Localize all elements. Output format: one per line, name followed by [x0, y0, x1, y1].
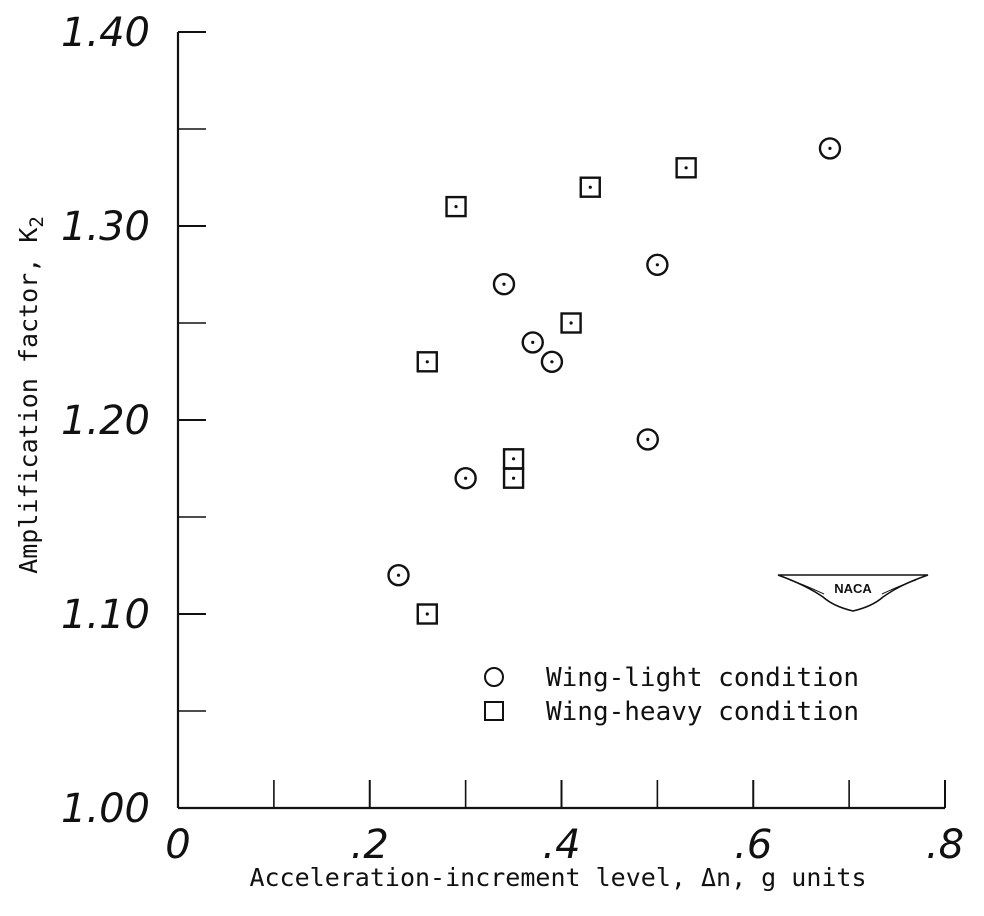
circle-marker: [492, 273, 516, 296]
x-tick-label-3: .6: [734, 822, 772, 868]
legend-square-marker: [484, 701, 504, 721]
data-points: [387, 137, 842, 625]
x-axis-title: Acceleration-increment level, Δn, g unit…: [249, 863, 866, 892]
marker-center-dot: [425, 612, 429, 616]
circle-marker: [540, 350, 564, 373]
square-marker: [579, 176, 601, 198]
y-axis-title-subscript: 2: [26, 216, 48, 227]
wing-light-point-3: [521, 331, 544, 354]
legend-label-wing-heavy: Wing-heavy condition: [546, 697, 859, 727]
naca-logo: NACA: [777, 574, 929, 612]
naca-wings-shape: [777, 574, 929, 612]
marker-center-dot: [828, 146, 832, 150]
square-marker: [445, 195, 467, 218]
naca-wing-line-right: [881, 579, 917, 595]
wing-heavy-point-0: [416, 603, 438, 625]
marker-center-dot: [511, 457, 516, 461]
marker-center-dot: [655, 263, 659, 267]
wing-heavy-point-3: [502, 448, 525, 470]
circle-marker: [646, 253, 669, 276]
marker-center-dot: [425, 360, 429, 364]
y-tick-label-4: 1.40: [61, 10, 150, 56]
wing-light-point-5: [636, 428, 659, 451]
marker-center-dot: [569, 321, 573, 325]
circle-marker: [818, 137, 842, 160]
wing-heavy-point-4: [502, 467, 525, 489]
y-axis-title: Amplification factor, K2: [14, 216, 48, 574]
wing-heavy-point-5: [560, 312, 582, 334]
marker-center-dot: [550, 360, 554, 364]
marker-center-dot: [511, 476, 516, 480]
wing-light-point-0: [387, 564, 410, 587]
y-axis-title-main: Amplification factor, K: [14, 228, 43, 574]
ticks: [177, 31, 946, 809]
marker-center-dot: [646, 437, 650, 441]
x-tick-label-1: .2: [351, 822, 389, 868]
y-tick-label-0: 1.00: [61, 786, 150, 832]
square-marker: [416, 603, 438, 625]
naca-wing-line-left: [789, 579, 825, 595]
square-marker: [502, 467, 525, 489]
marker-center-dot: [464, 476, 468, 480]
circle-marker: [387, 564, 410, 587]
wing-heavy-point-2: [445, 195, 467, 218]
wing-heavy-point-6: [579, 176, 601, 198]
naca-logo-text: NACA: [834, 581, 872, 596]
marker-center-dot: [531, 340, 535, 344]
marker-center-dot: [588, 185, 592, 189]
square-marker: [416, 351, 438, 373]
marker-center-dot: [502, 282, 506, 286]
square-marker: [560, 312, 582, 334]
marker-center-dot: [684, 166, 688, 170]
wing-light-point-6: [646, 253, 669, 276]
x-tick-label-4: .8: [926, 822, 964, 868]
wing-light-point-7: [818, 137, 842, 160]
wing-light-point-4: [540, 350, 564, 373]
x-tick-label-2: .4: [542, 822, 580, 868]
tick-labels: 1.00 1.10 1.20 1.30 1.40 0 .2 .4 .6 .8: [61, 10, 964, 868]
wing-light-point-2: [492, 273, 516, 296]
y-tick-label-2: 1.20: [61, 398, 150, 444]
marker-center-dot: [396, 573, 401, 577]
square-marker: [675, 157, 697, 179]
circle-marker: [521, 331, 544, 354]
wing-light-point-1: [454, 467, 477, 490]
marker-center-dot: [454, 205, 458, 209]
legend-label-wing-light: Wing-light condition: [546, 663, 859, 693]
y-tick-label-3: 1.30: [61, 204, 150, 250]
circle-marker: [454, 467, 477, 490]
wing-heavy-point-7: [675, 157, 697, 179]
legend-circle-marker: [484, 667, 504, 687]
x-tick-label-0: 0: [165, 822, 190, 868]
y-tick-label-1: 1.10: [61, 592, 150, 638]
wing-heavy-point-1: [416, 351, 438, 373]
circle-marker: [636, 428, 659, 451]
legend: Wing-light condition Wing-heavy conditio…: [484, 663, 859, 727]
